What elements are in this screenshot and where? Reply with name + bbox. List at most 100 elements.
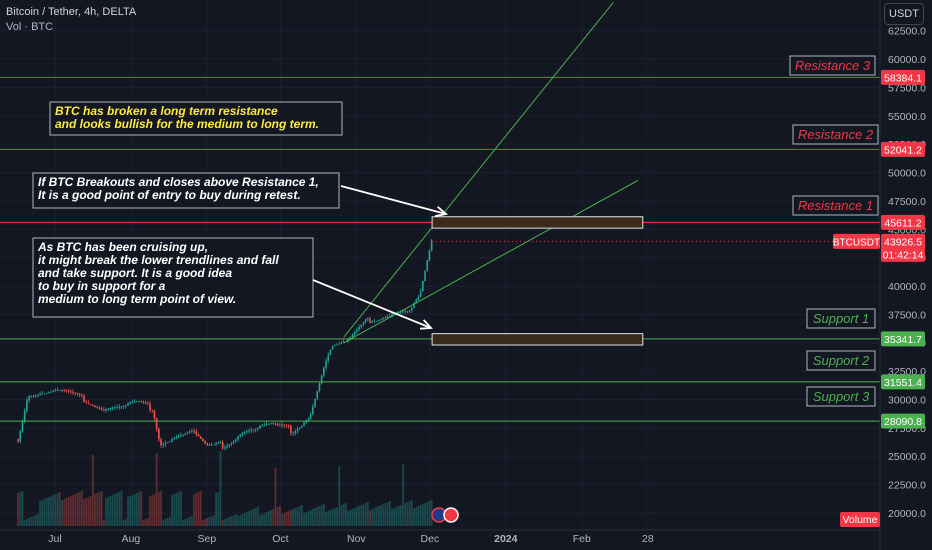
level-label-box[interactable] xyxy=(806,386,876,407)
volume-bar xyxy=(190,516,193,526)
volume-bar xyxy=(274,468,277,526)
candle-body xyxy=(70,391,72,393)
candle-body xyxy=(338,343,341,345)
candle-body xyxy=(248,430,250,432)
candle-body xyxy=(268,423,270,425)
annotation-box[interactable] xyxy=(49,101,343,136)
volume-bar xyxy=(17,493,19,526)
volume-bar xyxy=(276,507,279,526)
candle-body xyxy=(391,313,393,316)
volume-bar xyxy=(413,508,415,526)
y-tick-label: 30000.0 xyxy=(888,394,926,406)
annotation-box[interactable] xyxy=(32,237,314,318)
volume-bar xyxy=(338,466,341,526)
volume-bar xyxy=(393,508,396,526)
volume-bar xyxy=(424,503,426,526)
candle-body xyxy=(144,402,147,404)
volume-bar xyxy=(336,507,338,526)
volume-bar xyxy=(212,515,215,526)
candle-body xyxy=(408,310,411,312)
volume-bar xyxy=(140,491,143,526)
annotation-line: As BTC has been cruising up, xyxy=(37,240,208,254)
price-badge xyxy=(881,214,925,230)
candle-body xyxy=(78,393,81,395)
level-label-box[interactable] xyxy=(789,55,876,76)
candle-body xyxy=(85,402,88,404)
candle-body xyxy=(109,408,112,409)
candle-body xyxy=(32,395,35,397)
level-label: Support 3 xyxy=(813,389,870,404)
candle-body xyxy=(406,310,409,312)
volume-bar xyxy=(56,493,59,526)
volume-bar xyxy=(373,508,376,526)
candle-body xyxy=(378,320,380,321)
price-zone[interactable] xyxy=(431,333,644,346)
candle-body xyxy=(316,391,319,399)
volume-bar xyxy=(305,512,308,526)
y-tick-label: 62500.0 xyxy=(888,26,926,38)
price-zone[interactable] xyxy=(431,216,644,229)
volume-bar xyxy=(116,493,118,526)
x-tick-label: Dec xyxy=(421,533,440,545)
volume-bar xyxy=(283,513,286,526)
level-label: Resistance 3 xyxy=(795,58,871,73)
volume-bar xyxy=(188,517,191,526)
price-badge-label: 28090.8 xyxy=(884,416,922,428)
volume-bar xyxy=(43,499,46,526)
volume-bar xyxy=(221,520,224,526)
x-tick-label: 28 xyxy=(642,533,654,545)
volume-bar xyxy=(135,493,138,526)
candle-body xyxy=(56,390,59,391)
time-axis[interactable]: Jul Aug Sep Oct Nov Dec 2024 Feb 28 xyxy=(0,529,880,545)
volume-bar xyxy=(47,497,50,526)
y-tick-label: 47500.0 xyxy=(888,196,926,208)
volume-bar xyxy=(219,451,222,526)
candle-body xyxy=(43,393,46,395)
candle-body xyxy=(279,424,281,426)
y-tick-label: 60000.0 xyxy=(888,54,926,66)
volume-bar xyxy=(239,515,242,526)
level-label-box[interactable] xyxy=(792,195,879,216)
price-axis-panel xyxy=(880,0,932,550)
volume-bar xyxy=(133,494,136,526)
trendline[interactable] xyxy=(343,1,614,338)
level-label-box[interactable] xyxy=(806,308,876,329)
volume-bar xyxy=(199,491,202,526)
candle-body xyxy=(243,431,246,433)
volume-bar xyxy=(151,495,154,526)
volume-bar xyxy=(377,506,380,526)
volume-bar xyxy=(355,507,358,526)
volume-bar xyxy=(380,505,382,526)
candle-body xyxy=(147,403,149,404)
volume-bar xyxy=(201,520,204,526)
volume-bar xyxy=(408,501,411,526)
candle-body xyxy=(153,410,156,419)
annotation-box[interactable] xyxy=(32,172,340,209)
symbol-title[interactable]: Bitcoin / Tether, 4h, DELTA xyxy=(6,6,137,18)
x-tick-label: 2024 xyxy=(494,533,518,545)
candle-body xyxy=(287,425,290,427)
candle-body xyxy=(362,321,365,325)
level-label: Support 1 xyxy=(813,311,869,326)
candle-body xyxy=(59,390,61,391)
volume-bar xyxy=(340,505,343,526)
level-label-box[interactable] xyxy=(792,124,879,145)
volume-bar xyxy=(171,495,173,526)
level-label-box[interactable] xyxy=(806,350,876,371)
volume-bar xyxy=(364,503,367,526)
candle-body xyxy=(389,315,391,317)
volume-bar xyxy=(342,504,345,526)
candle-body xyxy=(215,442,217,445)
candle-body xyxy=(103,409,105,411)
currency-button[interactable]: USDT xyxy=(884,3,924,25)
volume-legend[interactable]: Vol · BTC xyxy=(6,21,54,33)
volume-bar xyxy=(250,510,253,526)
candle-body xyxy=(41,393,44,395)
trendline[interactable] xyxy=(343,180,639,344)
candle-body xyxy=(353,332,356,335)
price-badge-label: 35341.7 xyxy=(884,334,922,346)
volume-bar xyxy=(402,464,404,526)
candle-body xyxy=(329,349,332,356)
candle-body xyxy=(76,393,79,394)
